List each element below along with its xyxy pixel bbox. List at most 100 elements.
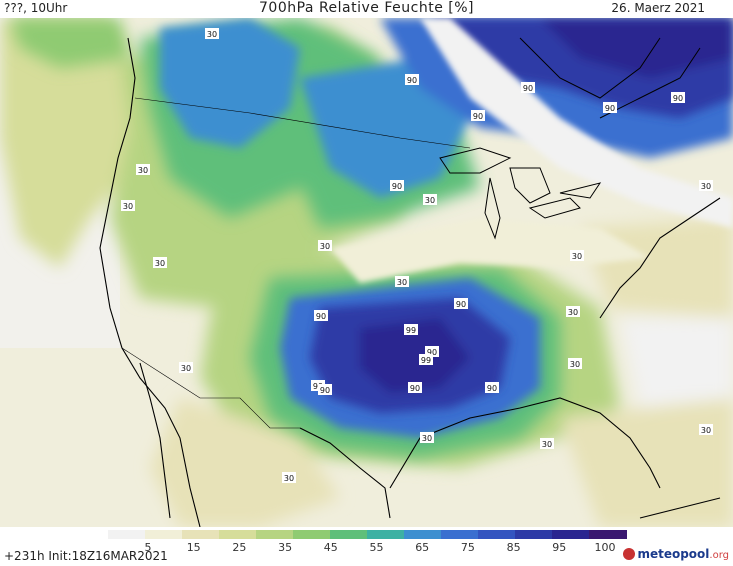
colorbar-tick-label: 15 — [186, 541, 201, 554]
svg-text:90: 90 — [410, 384, 420, 393]
run-time-label: ???, 10Uhr — [4, 1, 68, 15]
svg-text:90: 90 — [605, 104, 615, 113]
svg-text:30: 30 — [570, 360, 580, 369]
contour-label: 90 — [314, 310, 328, 321]
contour-label: 30 — [179, 362, 193, 373]
dry-band — [330, 18, 733, 283]
contour-label: 30 — [570, 250, 584, 261]
svg-text:30: 30 — [123, 202, 133, 211]
contour-label: 30 — [699, 180, 713, 191]
svg-text:30: 30 — [572, 252, 582, 261]
svg-text:99: 99 — [406, 326, 416, 335]
contour-label: 30 — [136, 164, 150, 175]
svg-text:90: 90 — [320, 386, 330, 395]
colorbar-swatch — [404, 530, 442, 539]
colorbar: 5 15 25 35 45 55 65 75 85 95 100 +231h Init:18Z16M… — [0, 527, 733, 566]
contour-label: 90 — [454, 298, 468, 309]
contour-label: 90 — [485, 382, 499, 393]
svg-text:30: 30 — [181, 364, 191, 373]
meteopool-logo[interactable]: meteopool.org — [623, 547, 729, 561]
map-header: ???, 10Uhr 700hPa Relative Feuchte [%] 2… — [0, 0, 733, 18]
contour-label: 30 — [282, 472, 296, 483]
colorbar-tick-label: 75 — [460, 541, 475, 554]
colorbar-tick-label: 85 — [506, 541, 521, 554]
colorbar-swatch — [589, 530, 627, 539]
svg-text:90: 90 — [316, 312, 326, 321]
svg-text:30: 30 — [284, 474, 294, 483]
colorbar-tick-label: 35 — [278, 541, 293, 554]
svg-text:30: 30 — [207, 30, 217, 39]
colorbar-tick-label: 5 — [144, 541, 152, 554]
svg-text:90: 90 — [473, 112, 483, 121]
colorbar-swatch — [552, 530, 590, 539]
svg-text:30: 30 — [568, 308, 578, 317]
colorbar-tick-label: 65 — [415, 541, 430, 554]
svg-text:90: 90 — [427, 348, 437, 357]
svg-text:30: 30 — [155, 259, 165, 268]
contour-label: 30 — [121, 200, 135, 211]
contour-label: 90 — [390, 180, 404, 191]
meteopool-logo-icon — [623, 548, 636, 560]
contour-label: 90 — [603, 102, 617, 113]
contour-label: 90 — [471, 110, 485, 121]
colorbar-tick-label: 55 — [369, 541, 384, 554]
colorbar-swatch — [293, 530, 331, 539]
contour-label: 99 — [419, 354, 433, 365]
contour-label: 30 — [153, 257, 167, 268]
contour-label: 30 — [420, 432, 434, 443]
contour-label: 90 — [425, 346, 439, 357]
contour-label: 90 — [408, 382, 422, 393]
contour-label: 90 — [671, 92, 685, 103]
svg-text:90: 90 — [673, 94, 683, 103]
svg-text:30: 30 — [138, 166, 148, 175]
colorbar-swatch — [367, 530, 405, 539]
valid-date-label: 26. Maerz 2021 — [611, 1, 705, 15]
coastlines — [99, 37, 721, 527]
political-borders — [121, 97, 471, 429]
colorbar-tick-label: 95 — [552, 541, 567, 554]
colorbar-swatch — [108, 530, 146, 539]
colorbar-tick-label: 45 — [323, 541, 338, 554]
svg-text:90: 90 — [392, 182, 402, 191]
svg-text:30: 30 — [542, 440, 552, 449]
svg-text:30: 30 — [422, 434, 432, 443]
contour-label: 99 — [404, 324, 418, 335]
svg-text:90: 90 — [456, 300, 466, 309]
contour-label: 30 — [318, 240, 332, 251]
contour-label: 30 — [540, 438, 554, 449]
svg-text:99: 99 — [421, 356, 431, 365]
svg-text:30: 30 — [701, 426, 711, 435]
contour-label: 30 — [699, 424, 713, 435]
hudson-bay-coast — [519, 37, 701, 119]
contour-label: 90 — [405, 74, 419, 85]
contour-label: 30 — [395, 276, 409, 287]
great-lakes — [439, 147, 602, 240]
humidity-map[interactable]: 30 90 90 90 90 90 90 30 30 30 30 30 30 30 30 30 30 90 90 99… — [0, 18, 733, 527]
colorbar-swatch — [478, 530, 516, 539]
contour-label: 30 — [423, 194, 437, 205]
map-canvas: 3090909090909030303030303030303030909099… — [0, 18, 733, 527]
colorbar-swatch — [145, 530, 183, 539]
colorbar-swatch — [330, 530, 368, 539]
logo-main-text: meteopool — [637, 547, 710, 561]
svg-text:90: 90 — [487, 384, 497, 393]
colorbar-swatch — [515, 530, 553, 539]
colorbar-swatch — [256, 530, 294, 539]
colorbar-tick-label: 100 — [594, 541, 616, 554]
colorbar-tick-label: 25 — [232, 541, 247, 554]
svg-text:90: 90 — [523, 84, 533, 93]
colorbar-swatch — [182, 530, 220, 539]
map-title: 700hPa Relative Feuchte [%] — [259, 0, 474, 16]
svg-text:30: 30 — [701, 182, 711, 191]
contour-label: 30 — [205, 28, 219, 39]
contour-label: 30 — [568, 358, 582, 369]
contour-label: 30 — [566, 306, 580, 317]
svg-text:90: 90 — [407, 76, 417, 85]
svg-text:30: 30 — [397, 278, 407, 287]
contour-labels: 3090909090909030303030303030303030909099… — [121, 28, 713, 483]
colorbar-swatch — [441, 530, 479, 539]
svg-text:30: 30 — [425, 196, 435, 205]
init-time-label: +231h Init:18Z16MAR2021 — [4, 549, 168, 563]
contour-label: 90 — [521, 82, 535, 93]
svg-text:30: 30 — [320, 242, 330, 251]
